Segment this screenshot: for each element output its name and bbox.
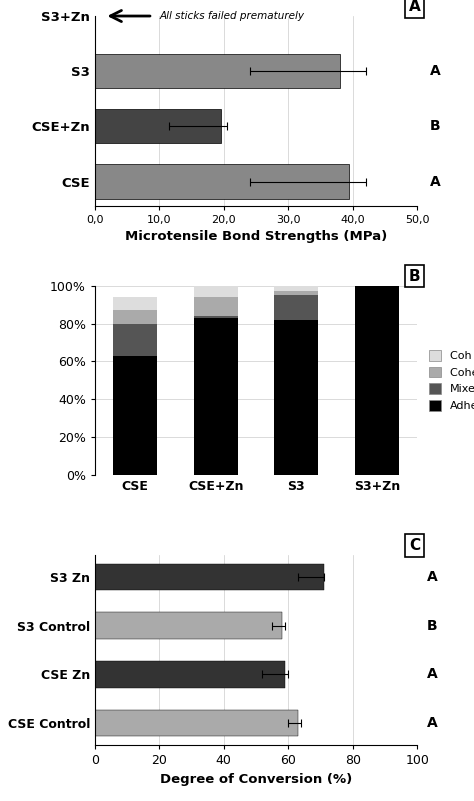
Bar [113, 297, 157, 310]
Bar [274, 320, 319, 475]
Bar [193, 286, 238, 297]
Bar [95, 612, 282, 639]
Text: A: A [427, 667, 438, 682]
Legend: Coh Dentine, Cohes Comp, Mixed, Adhesive: Coh Dentine, Cohes Comp, Mixed, Adhesive [429, 350, 474, 411]
X-axis label: Microtensile Bond Strengths (MPa): Microtensile Bond Strengths (MPa) [125, 231, 387, 244]
Text: B: B [427, 618, 438, 633]
Text: A: A [430, 175, 441, 188]
Bar [113, 324, 157, 356]
Text: A: A [427, 716, 438, 730]
Bar [193, 316, 238, 318]
Bar [274, 292, 319, 295]
Text: B: B [430, 119, 441, 133]
Bar [193, 318, 238, 475]
Bar [355, 286, 399, 475]
Text: All sticks failed prematurely: All sticks failed prematurely [159, 11, 304, 21]
Text: A: A [427, 570, 438, 584]
Bar [95, 661, 285, 688]
Bar [95, 710, 298, 736]
X-axis label: Degree of Conversion (%): Degree of Conversion (%) [160, 772, 352, 786]
Text: A: A [409, 0, 420, 14]
Bar [274, 286, 319, 292]
Text: A: A [430, 64, 441, 78]
Bar [95, 164, 349, 199]
Text: B: B [409, 268, 420, 284]
Bar [95, 54, 340, 88]
Bar [113, 356, 157, 475]
Text: C: C [409, 538, 420, 553]
Bar [95, 564, 324, 590]
Bar [113, 310, 157, 324]
Bar [193, 297, 238, 316]
Bar [274, 295, 319, 320]
Bar [95, 109, 220, 143]
